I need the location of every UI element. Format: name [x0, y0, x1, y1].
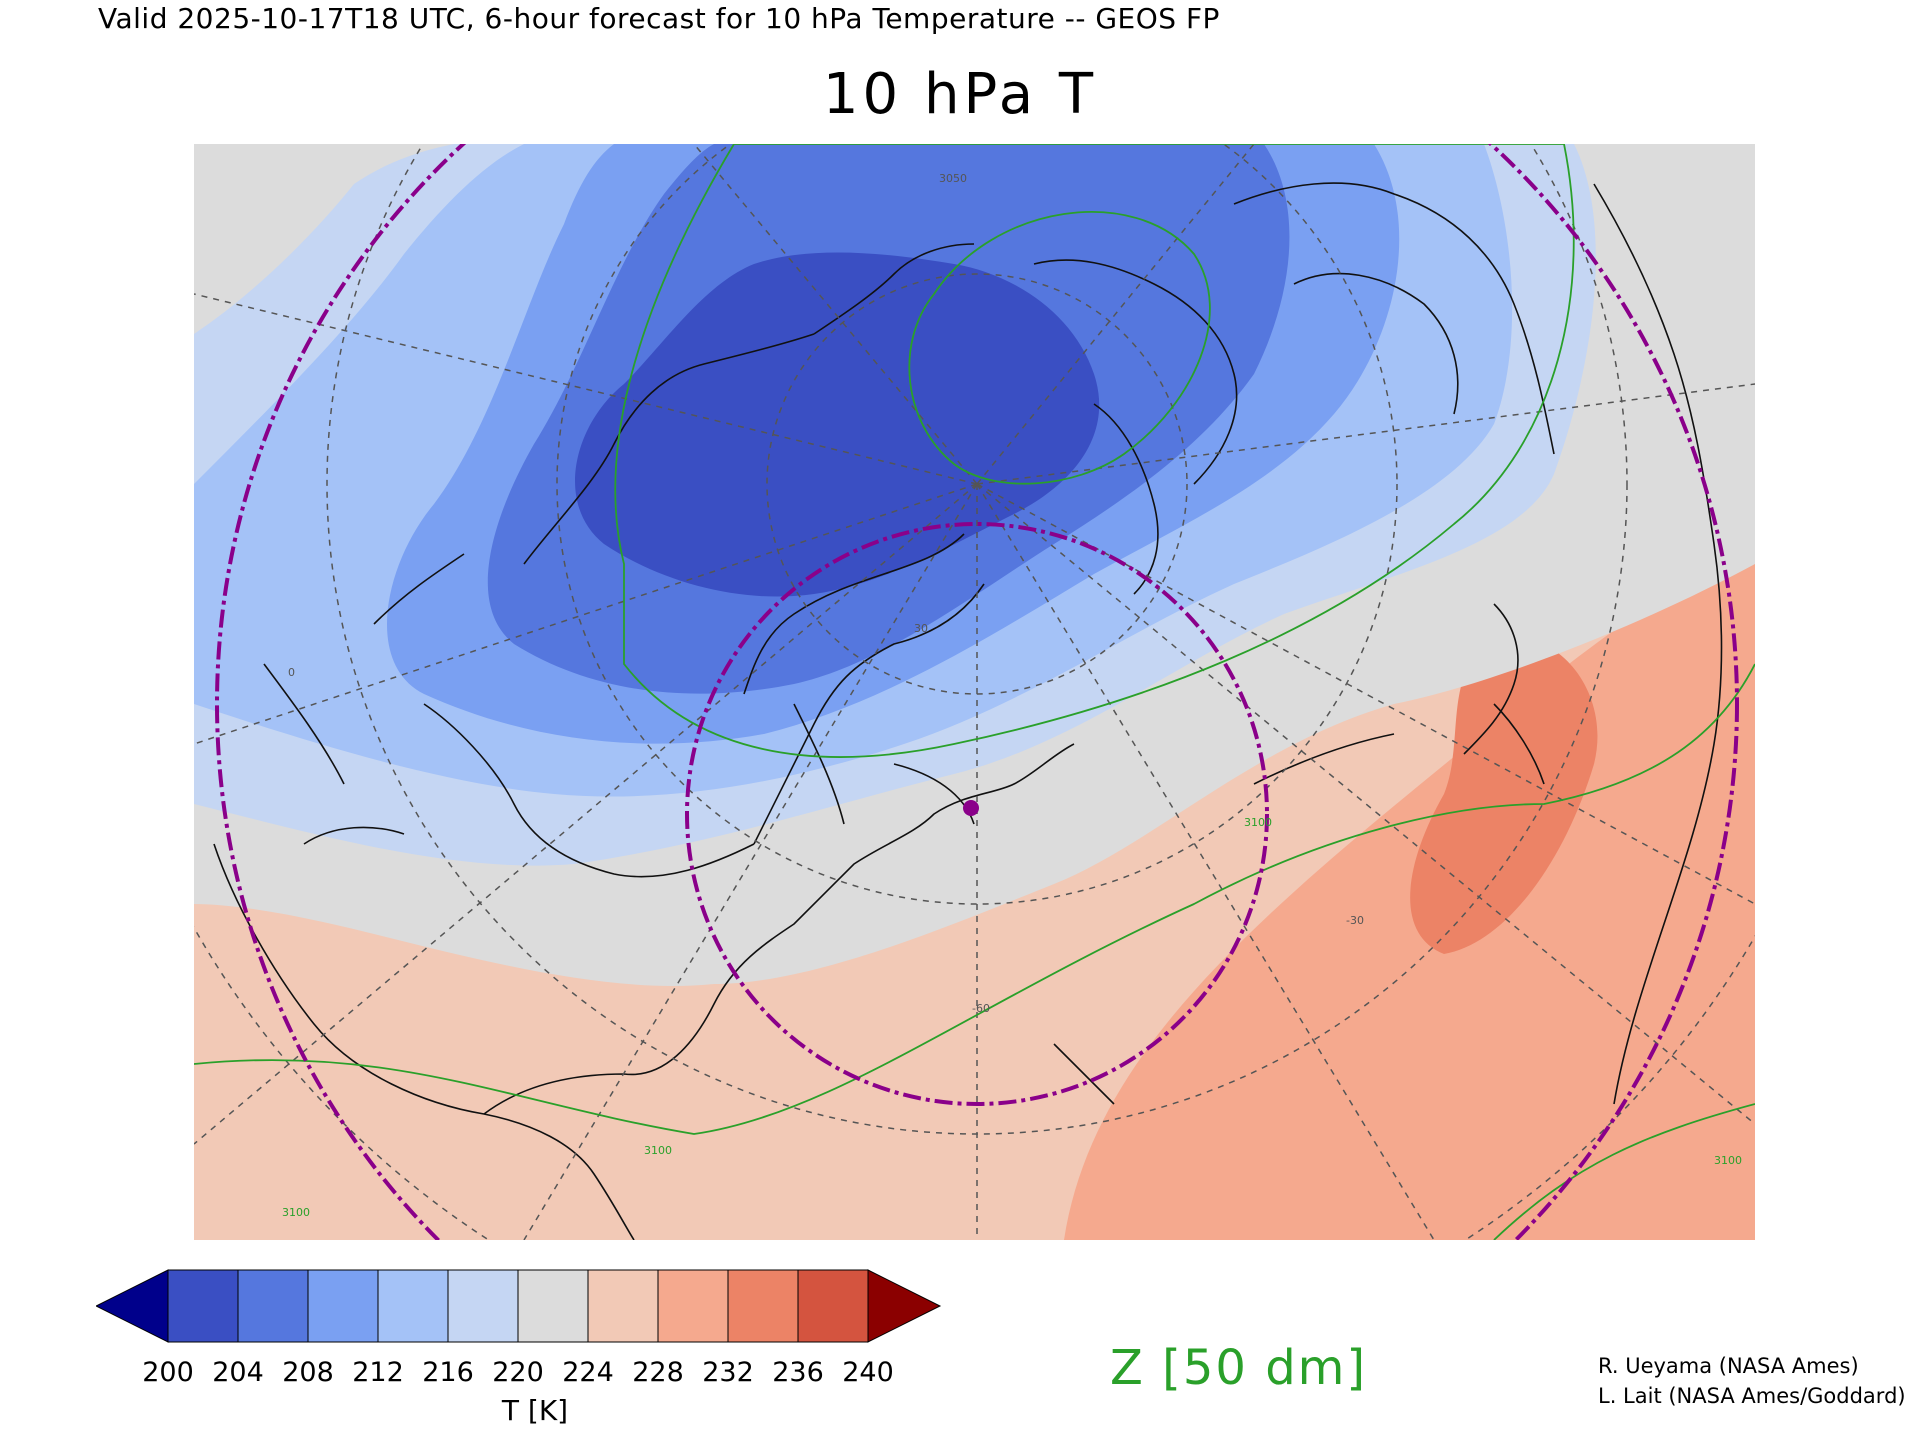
- colorbar-underflow-arrow: [96, 1269, 169, 1343]
- colorbar-tick-label: 236: [772, 1357, 824, 1388]
- coastlines: [213, 182, 1723, 1240]
- colorbar-segment-232-236: [727, 1269, 799, 1343]
- colorbar-segment-224-228: [587, 1269, 659, 1343]
- colorbar-tick-label: 200: [142, 1357, 194, 1388]
- colorbar: [96, 1269, 942, 1343]
- contour-legend-label: Z [50 dm]: [1110, 1340, 1368, 1396]
- temperature-map: 3050 3100 3100 3100 3100 -60 -30 30 0: [194, 144, 1755, 1240]
- contour-label-3100-east: 3100: [1244, 816, 1272, 829]
- highlight-point: [963, 800, 979, 816]
- colorbar-overflow-arrow: [867, 1269, 942, 1343]
- colorbar-segment-200-204: [167, 1269, 239, 1343]
- graticule-label-0: 0: [288, 666, 295, 679]
- colorbar-tick-label: 212: [352, 1357, 404, 1388]
- forecast-header: Valid 2025-10-17T18 UTC, 6-hour forecast…: [98, 2, 1220, 35]
- graticule-label-30: 30: [914, 622, 928, 635]
- graticule-label-minus60: -60: [972, 1002, 990, 1015]
- colorbar-segment-236-240: [797, 1269, 869, 1343]
- colorbar-tick-label: 232: [702, 1357, 754, 1388]
- colorbar-segment-216-220: [447, 1269, 519, 1343]
- colorbar-segment-228-232: [657, 1269, 729, 1343]
- contour-label-3100-south: 3100: [644, 1144, 672, 1157]
- credit-line-2: L. Lait (NASA Ames/Goddard): [1598, 1384, 1906, 1408]
- range-circles: [215, 144, 1739, 1240]
- contour-label-3100-se: 3100: [1714, 1154, 1742, 1167]
- credit-line-1: R. Ueyama (NASA Ames): [1598, 1354, 1859, 1378]
- colorbar-segment-212-216: [377, 1269, 449, 1343]
- colorbar-tick-label: 228: [632, 1357, 684, 1388]
- colorbar-tick-label: 204: [212, 1357, 264, 1388]
- colorbar-segment-220-224: [517, 1269, 589, 1343]
- page-title: 10 hPa T: [822, 62, 1098, 127]
- graticule-label-minus30: -30: [1346, 914, 1364, 927]
- height-contours: [194, 144, 1755, 1240]
- colorbar-tick-label: 220: [492, 1357, 544, 1388]
- contour-label-3100-sw: 3100: [282, 1206, 310, 1219]
- band-232-236: [1410, 636, 1598, 954]
- colorbar-segment-208-212: [307, 1269, 379, 1343]
- colorbar-tick-label: 208: [282, 1357, 334, 1388]
- band-200-204: [575, 252, 1100, 597]
- colorbar-tick-label: 224: [562, 1357, 614, 1388]
- colorbar-tick-label: 216: [422, 1357, 474, 1388]
- colorbar-tick-label: 240: [842, 1357, 894, 1388]
- colorbar-unit-label: T [K]: [501, 1394, 569, 1427]
- colorbar-segment-204-208: [237, 1269, 309, 1343]
- contour-label-3050: 3050: [939, 172, 967, 185]
